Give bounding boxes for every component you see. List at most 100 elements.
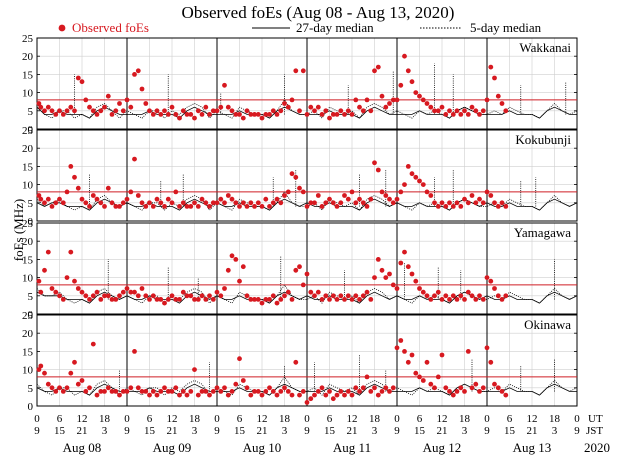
observed-point (274, 112, 280, 117)
jst-tick-label: 3 (372, 425, 378, 437)
jst-tick-label: 15 (234, 425, 246, 437)
observed-point (413, 278, 419, 284)
station-label: Wakkanai (519, 40, 571, 55)
observed-point (312, 392, 317, 398)
observed-point (259, 115, 265, 121)
observed-point (45, 381, 51, 387)
observed-point (199, 112, 205, 117)
observed-point (473, 297, 479, 302)
observed-point (173, 385, 179, 391)
observed-point (499, 101, 505, 106)
observed-point (237, 112, 242, 117)
observed-point (267, 112, 272, 117)
observed-point (477, 293, 482, 299)
observed-point (293, 174, 299, 180)
observed-point (117, 293, 122, 299)
observed-point (128, 189, 134, 195)
observed-point (75, 286, 81, 291)
observed-point (248, 297, 254, 302)
observed-point (36, 193, 42, 198)
observed-point (188, 112, 194, 117)
observed-point (94, 392, 100, 398)
observed-point (36, 367, 42, 372)
observed-point (237, 356, 242, 362)
observed-point (447, 200, 452, 206)
observed-point (192, 115, 197, 121)
jst-tick-label: 15 (144, 425, 156, 437)
observed-point (349, 189, 355, 195)
ut-tick-label: 12 (167, 413, 178, 425)
y-tick-label: 25 (22, 310, 34, 322)
observed-point (203, 104, 209, 110)
observed-point (327, 115, 332, 121)
observed-point (218, 293, 224, 299)
observed-point (349, 297, 355, 302)
y-tick-label: 25 (22, 218, 34, 230)
observed-point (117, 101, 122, 106)
y-tick-label: 25 (22, 33, 34, 45)
observed-point (270, 293, 276, 299)
observed-point (177, 392, 182, 398)
observed-point (338, 200, 344, 206)
observed-point (492, 75, 497, 81)
ut-tick-label: 6 (327, 413, 333, 425)
observed-point (195, 108, 201, 114)
observed-point (214, 108, 220, 114)
observed-point (132, 156, 137, 162)
observed-point (252, 389, 257, 394)
observed-point (278, 297, 284, 302)
observed-point (259, 392, 265, 398)
observed-point (338, 293, 344, 299)
observed-point (334, 112, 340, 117)
observed-point (417, 374, 422, 380)
observed-point (304, 400, 310, 405)
observed-point (345, 196, 351, 202)
observed-point (177, 297, 182, 302)
observed-point (319, 385, 325, 391)
observed-point (49, 385, 55, 391)
observed-point (293, 359, 299, 365)
observed-point (372, 275, 377, 280)
observed-point (398, 338, 404, 343)
observed-point (128, 385, 134, 391)
ut-tick-label: 0 (574, 413, 580, 425)
observed-point (424, 189, 430, 195)
observed-point (222, 286, 227, 291)
observed-point (120, 200, 126, 206)
observed-point (248, 200, 254, 206)
observed-point (484, 97, 490, 103)
observed-point (484, 345, 490, 351)
observed-point (188, 293, 194, 299)
observed-point (124, 286, 130, 291)
observed-point (64, 189, 70, 195)
observed-point (214, 289, 220, 295)
ut-axis-label: UT (588, 413, 603, 425)
observed-point (154, 108, 160, 114)
observed-point (402, 53, 407, 59)
observed-point (435, 204, 441, 209)
observed-point (458, 204, 464, 209)
date-label: Aug 09 (153, 440, 192, 455)
date-label: Aug 13 (513, 440, 552, 455)
observed-point (484, 275, 490, 280)
observed-point (364, 374, 370, 380)
observed-point (300, 282, 306, 288)
observed-point (349, 392, 355, 398)
observed-point (308, 200, 314, 206)
observed-point (154, 196, 160, 202)
observed-point (465, 112, 471, 117)
observed-point (319, 112, 325, 117)
observed-point (45, 249, 51, 255)
observed-point (402, 249, 407, 255)
observed-point (282, 101, 287, 106)
observed-point (428, 104, 434, 110)
observed-point (244, 293, 250, 299)
y-tick-label: 10 (22, 180, 34, 192)
observed-point (120, 289, 126, 295)
observed-point (417, 178, 422, 184)
observed-point (90, 108, 96, 114)
observed-point (139, 200, 145, 206)
observed-point (150, 112, 156, 117)
observed-point (113, 389, 119, 394)
observed-point (495, 204, 501, 209)
